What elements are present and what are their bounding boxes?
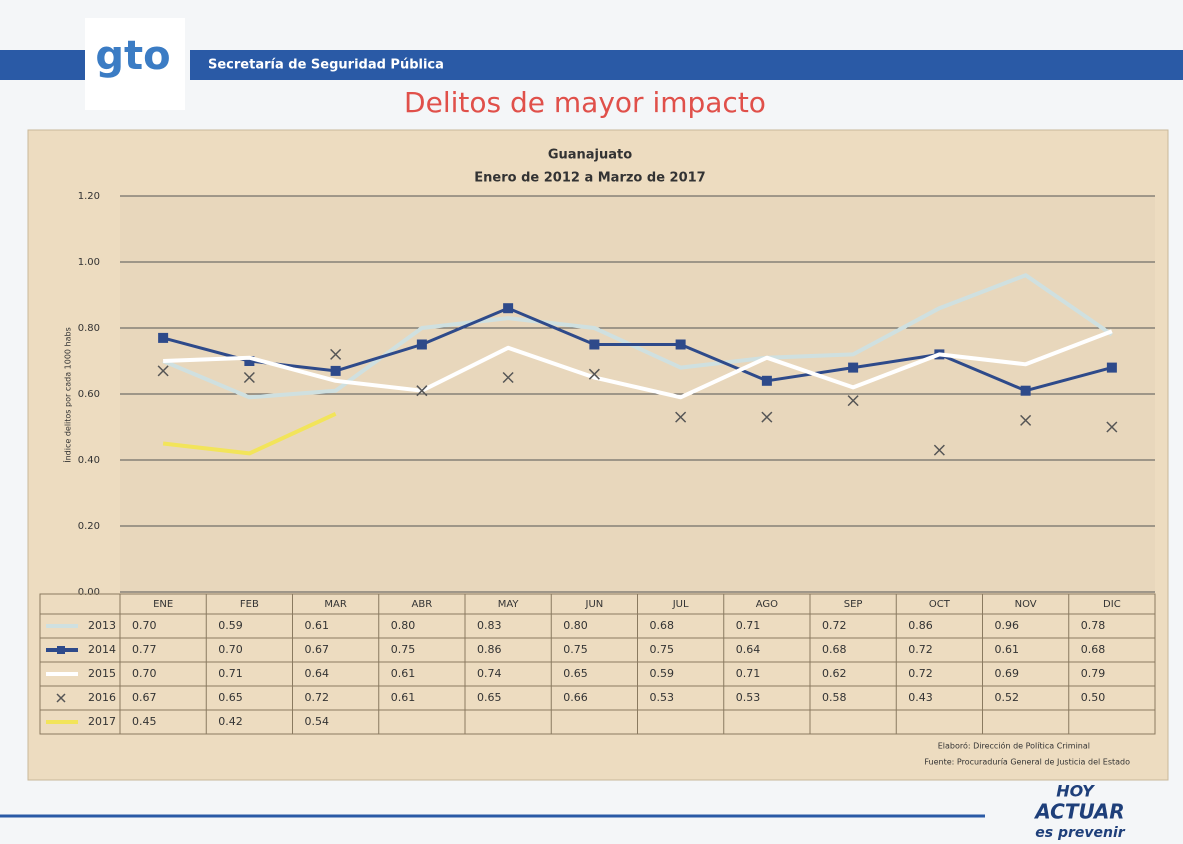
cell: 0.53	[736, 691, 761, 704]
cell: 0.67	[305, 643, 330, 656]
cell: 0.71	[736, 619, 761, 632]
footer-logo: es prevenir	[1035, 825, 1126, 841]
cell: 0.72	[305, 691, 330, 704]
cell: 0.52	[995, 691, 1020, 704]
cell: 0.66	[563, 691, 588, 704]
cell: 0.53	[650, 691, 675, 704]
marker	[848, 363, 858, 373]
cell: 0.86	[477, 643, 502, 656]
cell: 0.70	[132, 667, 157, 680]
cell: 0.77	[132, 643, 157, 656]
marker	[589, 340, 599, 350]
marker	[417, 340, 427, 350]
cell: 0.50	[1081, 691, 1106, 704]
cell: 0.45	[132, 715, 157, 728]
y-tick-label: 1.20	[78, 191, 100, 202]
marker	[1021, 386, 1031, 396]
cell: 0.75	[391, 643, 416, 656]
x-tick-label: JUN	[585, 599, 604, 610]
x-tick-label: DIC	[1103, 599, 1121, 610]
x-tick-label: NOV	[1015, 599, 1037, 610]
cell: 0.42	[218, 715, 243, 728]
cell: 0.79	[1081, 667, 1106, 680]
cell: 0.69	[995, 667, 1020, 680]
x-tick-label: JUL	[672, 599, 689, 610]
cell: 0.62	[822, 667, 847, 680]
cell: 0.71	[218, 667, 243, 680]
cell: 0.61	[391, 667, 416, 680]
department: Secretaría de Seguridad Pública	[208, 58, 444, 73]
cell: 0.72	[908, 643, 933, 656]
cell: 0.68	[1081, 643, 1106, 656]
x-tick-label: MAR	[324, 599, 346, 610]
cell: 0.86	[908, 619, 933, 632]
cell: 0.70	[218, 643, 243, 656]
cell: 0.67	[132, 691, 157, 704]
cell: 0.43	[908, 691, 933, 704]
cell: 0.70	[132, 619, 157, 632]
marker	[331, 366, 341, 376]
cell: 0.61	[305, 619, 330, 632]
legend-label: 2014	[88, 643, 116, 656]
cell: 0.68	[822, 643, 847, 656]
cell: 0.75	[563, 643, 588, 656]
chart-subtitle: Enero de 2012 a Marzo de 2017	[474, 171, 705, 186]
cell: 0.78	[1081, 619, 1106, 632]
cell: 0.65	[218, 691, 243, 704]
cell: 0.72	[908, 667, 933, 680]
cell: 0.96	[995, 619, 1020, 632]
legend-symbol	[57, 646, 65, 654]
cell: 0.64	[305, 667, 330, 680]
cell: 0.68	[650, 619, 675, 632]
cell: 0.64	[736, 643, 761, 656]
legend-label: 2013	[88, 619, 116, 632]
x-tick-label: MAY	[498, 599, 520, 610]
cell: 0.72	[822, 619, 847, 632]
y-tick-label: 0.80	[78, 323, 100, 334]
chart-title: Guanajuato	[548, 148, 632, 163]
header-bar-left	[0, 50, 85, 80]
cell: 0.61	[995, 643, 1020, 656]
marker	[503, 303, 513, 313]
footer-logo: ACTUAR	[1033, 800, 1124, 824]
cell: 0.80	[391, 619, 416, 632]
x-tick-label: ABR	[412, 599, 433, 610]
x-tick-label: OCT	[929, 599, 951, 610]
cell: 0.74	[477, 667, 502, 680]
cell: 0.80	[563, 619, 588, 632]
note: Fuente: Procuraduría General de Justicia…	[924, 758, 1130, 767]
cell: 0.65	[477, 691, 502, 704]
cell: 0.61	[391, 691, 416, 704]
x-tick-label: ENE	[153, 599, 173, 610]
logo: gto	[95, 33, 170, 79]
y-tick-label: 0.40	[78, 455, 100, 466]
cell: 0.58	[822, 691, 847, 704]
x-tick-label: AGO	[756, 599, 778, 610]
marker	[158, 333, 168, 343]
y-axis-label: Índice delitos por cada 1000 habs	[62, 327, 73, 463]
x-tick-label: SEP	[844, 599, 863, 610]
slide: gto Secretaría de Seguridad Pública Deli…	[0, 0, 1183, 844]
legend-label: 2015	[88, 667, 116, 680]
cell: 0.71	[736, 667, 761, 680]
cell: 0.83	[477, 619, 502, 632]
marker	[676, 340, 686, 350]
cell: 0.65	[563, 667, 588, 680]
y-tick-label: 1.00	[78, 257, 100, 268]
y-tick-label: 0.20	[78, 521, 100, 532]
y-tick-label: 0.00	[78, 587, 100, 598]
marker	[762, 376, 772, 386]
legend-label: 2016	[88, 691, 116, 704]
note: Elaboró: Dirección de Política Criminal	[938, 741, 1090, 751]
legend-label: 2017	[88, 715, 116, 728]
cell: 0.54	[305, 715, 330, 728]
y-tick-label: 0.60	[78, 389, 100, 400]
cell: 0.59	[650, 667, 675, 680]
x-tick-label: FEB	[240, 599, 259, 610]
cell: 0.75	[650, 643, 675, 656]
footer-logo: HOY	[1056, 782, 1095, 801]
slide-title: Delitos de mayor impacto	[404, 86, 766, 119]
cell: 0.59	[218, 619, 243, 632]
marker	[1107, 363, 1117, 373]
